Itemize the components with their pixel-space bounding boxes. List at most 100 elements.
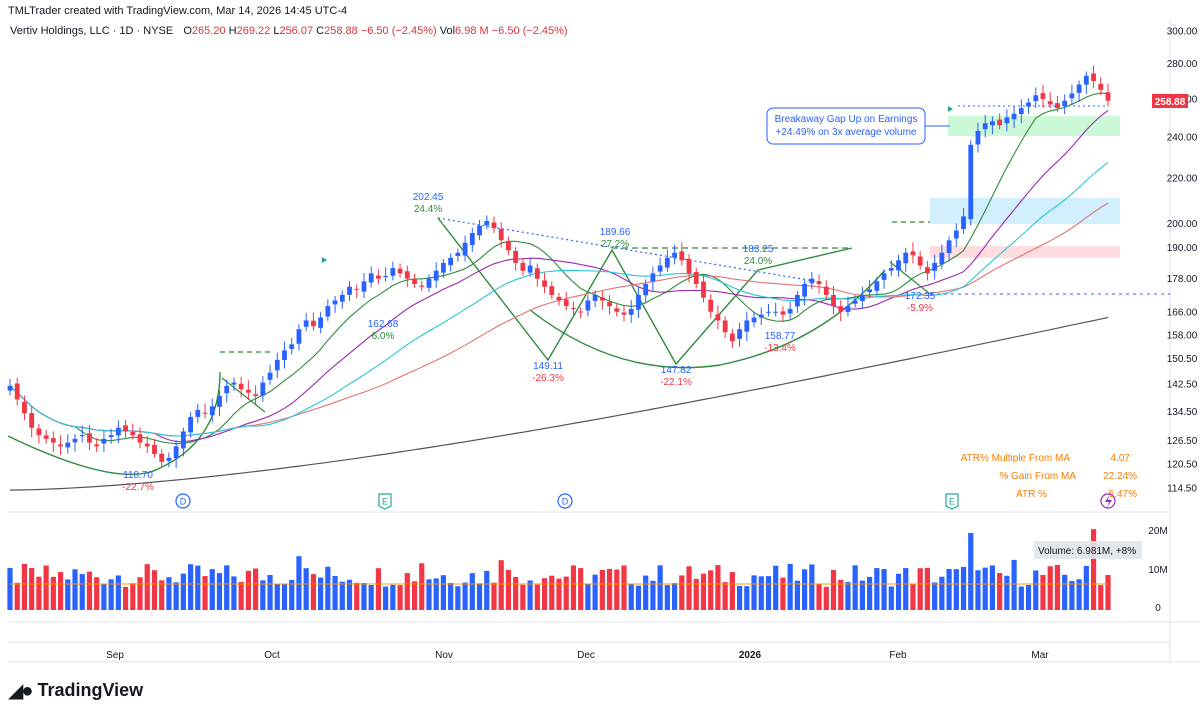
volume-bar bbox=[476, 583, 483, 610]
buy-flag-icon bbox=[322, 257, 327, 263]
candle-body bbox=[130, 431, 136, 436]
candle-body bbox=[925, 267, 930, 274]
chart-credit: TMLTrader created with TradingView.com, … bbox=[8, 5, 348, 17]
volume-bar bbox=[318, 577, 324, 610]
candle-body bbox=[758, 314, 764, 318]
pivot-pct-0: -22.7% bbox=[122, 482, 154, 493]
volume-bar bbox=[122, 586, 129, 610]
volume-bar bbox=[946, 569, 952, 610]
price-tick-3: 240.00 bbox=[1167, 132, 1198, 143]
candle-body bbox=[238, 383, 244, 390]
volume-tick-1: 10M bbox=[1148, 565, 1167, 576]
candle-body bbox=[997, 119, 1003, 126]
volume-bar bbox=[751, 575, 757, 610]
candle-body bbox=[802, 284, 808, 297]
candle-body bbox=[332, 300, 338, 305]
volume-bar bbox=[881, 569, 887, 610]
volume-bar bbox=[787, 563, 793, 610]
tradingview-logo[interactable]: ◢● TradingView bbox=[8, 678, 143, 703]
candle-body bbox=[209, 406, 215, 416]
candle-body bbox=[1062, 100, 1068, 107]
pivot-price-5: 147.82 bbox=[661, 365, 692, 376]
pivot-price-0: 118.70 bbox=[123, 470, 153, 481]
volume-bar bbox=[563, 576, 569, 610]
candle-body bbox=[469, 232, 475, 246]
callout-line-1: Breakaway Gap Up on Earnings bbox=[775, 114, 918, 125]
candle-body bbox=[173, 446, 179, 459]
volume-bar bbox=[975, 570, 981, 610]
candle-body bbox=[874, 281, 880, 291]
volume-bar bbox=[346, 579, 353, 610]
ma-21-line bbox=[9, 109, 1109, 443]
candle-body bbox=[1076, 84, 1082, 93]
candle-body bbox=[939, 252, 945, 265]
volume-bar bbox=[1083, 565, 1089, 610]
earnings-marker-text: E bbox=[382, 497, 388, 507]
candle-body bbox=[87, 433, 92, 443]
volume-bar bbox=[469, 573, 475, 610]
candle-body bbox=[152, 444, 157, 455]
volume-bar bbox=[549, 575, 555, 610]
candle-body bbox=[347, 286, 352, 295]
candle-body bbox=[325, 306, 331, 317]
candle-body bbox=[101, 438, 107, 444]
candle-body bbox=[744, 320, 750, 332]
time-tick-5: Feb bbox=[889, 650, 907, 661]
candle-body bbox=[766, 311, 771, 313]
volume-bar bbox=[195, 565, 201, 610]
candle-body bbox=[657, 265, 663, 272]
volume-bar bbox=[599, 569, 605, 610]
candle-body bbox=[686, 258, 692, 274]
candle-body bbox=[628, 308, 634, 315]
candle-body bbox=[888, 268, 894, 271]
candle-body bbox=[722, 320, 728, 333]
price-tick-1: 280.00 bbox=[1167, 59, 1198, 70]
pivot-price-2: 202.45 bbox=[413, 192, 444, 203]
open-value: 265.20 bbox=[191, 25, 226, 37]
candle-body bbox=[881, 273, 887, 280]
volume-bar bbox=[1105, 574, 1111, 610]
volume-bar bbox=[79, 574, 85, 610]
candle-body bbox=[932, 262, 938, 271]
candle-body bbox=[975, 130, 981, 145]
volume-bar bbox=[708, 570, 714, 610]
volume-bar bbox=[491, 582, 497, 610]
volume-bar bbox=[383, 586, 389, 610]
candle-body bbox=[867, 289, 873, 293]
price-tick-6: 190.00 bbox=[1167, 243, 1198, 254]
candle-body bbox=[1069, 93, 1075, 99]
volume-bar bbox=[592, 574, 598, 610]
volume-bar bbox=[570, 565, 577, 610]
volume-bar bbox=[989, 565, 996, 610]
volume-bar bbox=[809, 564, 815, 610]
volume-bar bbox=[144, 564, 150, 610]
candle-body bbox=[961, 216, 966, 229]
candles bbox=[7, 65, 1111, 468]
candle-body bbox=[636, 294, 641, 310]
volume-bar bbox=[686, 566, 692, 610]
candle-body bbox=[14, 383, 20, 400]
volume-bar bbox=[404, 573, 410, 610]
earnings-marker-icon bbox=[378, 493, 392, 510]
volume-bar bbox=[310, 574, 316, 610]
candle-body bbox=[1098, 83, 1104, 90]
candle-body bbox=[43, 435, 49, 439]
volume-tick-0: 20M bbox=[1148, 526, 1167, 537]
candle-body bbox=[376, 275, 381, 279]
price-change: −6.50 (−2.45%) bbox=[360, 25, 437, 37]
volume-bar bbox=[397, 585, 403, 610]
candle-body bbox=[180, 431, 186, 449]
volume-bar bbox=[21, 563, 28, 610]
volume-bar bbox=[50, 576, 56, 610]
volume-bar bbox=[224, 565, 230, 610]
volume-bar bbox=[968, 533, 974, 610]
volume-bar bbox=[650, 580, 656, 610]
last-price-text: 258.88 bbox=[1155, 97, 1186, 108]
price-tick-4: 220.00 bbox=[1167, 174, 1198, 185]
volume-bar bbox=[585, 583, 591, 610]
volume-bar bbox=[845, 582, 851, 610]
candle-body bbox=[115, 427, 121, 436]
volume-bar bbox=[94, 577, 100, 610]
